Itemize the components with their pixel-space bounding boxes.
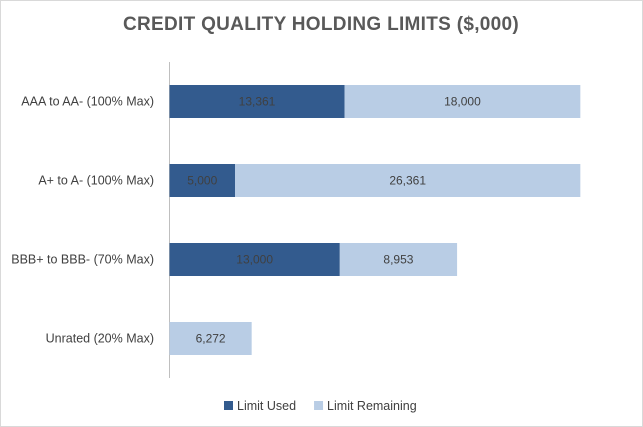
data-label: 26,361: [389, 174, 426, 188]
bar-limit-used: [169, 85, 345, 118]
category-label: AAA to AA- (100% Max): [21, 95, 154, 109]
legend-swatch-limit-remaining: [314, 401, 324, 410]
bar-limit-remaining: [235, 164, 581, 197]
legend-label-limit-remaining: Limit Remaining: [327, 399, 417, 413]
data-label: 18,000: [444, 95, 481, 109]
bar-limit-remaining: [169, 322, 252, 355]
category-label: A+ to A- (100% Max): [38, 174, 154, 188]
bar-limit-remaining: [344, 85, 581, 118]
legend: Limit Used Limit Remaining: [224, 399, 417, 413]
chart-title: CREDIT QUALITY HOLDING LIMITS ($,000): [123, 14, 519, 35]
plot-area: AAA to AA- (100% Max) 13,361 18,000 A+ to A…: [11, 85, 581, 355]
data-label: 13,361: [239, 95, 276, 109]
legend-swatch-limit-used: [224, 401, 233, 410]
bar-limit-used: [169, 164, 235, 197]
category-label: BBB+ to BBB- (70% Max): [11, 253, 154, 267]
data-label: 13,000: [236, 253, 273, 267]
category-label: Unrated (20% Max): [46, 332, 154, 346]
bar-limit-used: [169, 243, 340, 276]
data-label: 5,000: [187, 174, 217, 188]
legend-label-limit-used: Limit Used: [237, 399, 296, 413]
data-label: 8,953: [383, 253, 413, 267]
bar-limit-remaining: [339, 243, 458, 276]
data-label: 6,272: [196, 332, 226, 346]
